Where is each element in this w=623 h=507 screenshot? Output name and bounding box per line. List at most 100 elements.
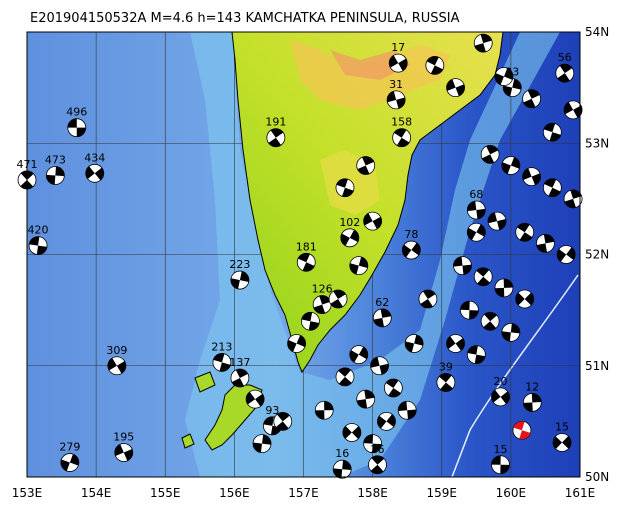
- focal-mechanism: [480, 311, 500, 331]
- focal-mechanism: [494, 278, 514, 298]
- ball-quadrant: [544, 178, 561, 197]
- ball-quadrant: [298, 253, 315, 272]
- ball-quadrant: [107, 358, 126, 374]
- focal-mechanism: [501, 322, 521, 342]
- ball-quadrant: [370, 356, 389, 375]
- depth-label: 12: [525, 380, 539, 393]
- focal-mechanism: [301, 311, 320, 331]
- ball-quadrant: [370, 455, 385, 474]
- focal-mechanism: [386, 90, 406, 110]
- focal-mechanism: [480, 144, 500, 164]
- focal-mechanism: [335, 367, 355, 387]
- ball-quadrant: [446, 336, 465, 351]
- ball-quadrant: [564, 102, 583, 118]
- ball-quadrant: [402, 242, 421, 258]
- focal-mechanism: [312, 295, 332, 314]
- ball-quadrant: [426, 56, 443, 75]
- focal-mechanism: [340, 228, 360, 248]
- ball-quadrant: [501, 323, 520, 342]
- ball-quadrant: [522, 168, 541, 185]
- focal-mechanism: [67, 118, 87, 138]
- focal-mechanism: [245, 389, 265, 409]
- ball-quadrant: [373, 308, 392, 327]
- focal-mechanism: [453, 256, 472, 276]
- ball-quadrant: [387, 91, 406, 109]
- focal-mechanism: [392, 128, 412, 148]
- ball-quadrant: [446, 79, 465, 97]
- focal-mechanism: [45, 166, 65, 185]
- depth-label: 223: [229, 258, 250, 271]
- focal-mechanism: [446, 78, 465, 98]
- y-tick-label: 51N: [585, 359, 609, 373]
- ball-quadrant: [357, 156, 374, 175]
- depth-label: 16: [335, 447, 349, 460]
- focal-mechanism: [466, 345, 486, 365]
- trench: [451, 274, 579, 478]
- ball-quadrant: [363, 213, 382, 230]
- ball-quadrant: [495, 68, 513, 85]
- focal-mechanism: [491, 387, 510, 407]
- depth-label: 137: [229, 356, 250, 369]
- title: E201904150532A M=4.6 h=143 KAMCHATKA PEN…: [30, 11, 460, 26]
- focal-mechanism: [491, 455, 510, 475]
- ball-quadrant: [356, 390, 375, 409]
- focal-mechanism: [356, 389, 376, 409]
- ball-quadrant: [342, 426, 361, 439]
- ball-quadrant: [263, 416, 282, 435]
- ball-quadrant: [363, 434, 382, 453]
- ball-quadrant: [398, 401, 417, 420]
- focal-mechanism: [522, 89, 542, 109]
- depth-label: 78: [404, 228, 418, 241]
- focal-mechanism: [372, 308, 392, 328]
- focal-mechanism: [473, 267, 493, 287]
- ball-quadrant: [67, 118, 86, 137]
- focal-mechanism: [418, 289, 438, 309]
- ball-quadrant: [453, 256, 472, 275]
- ball-quadrant: [513, 421, 531, 440]
- ball-quadrant: [114, 444, 133, 461]
- ball-quadrant: [333, 460, 352, 479]
- depth-label: 56: [558, 51, 572, 64]
- focal-mechanism: [85, 163, 105, 183]
- focal-mechanism: [555, 63, 575, 83]
- ball-quadrant: [213, 353, 231, 372]
- focal-mechanism: [494, 67, 514, 86]
- x-tick-label: 160E: [496, 486, 527, 500]
- focal-mechanism: [273, 411, 293, 431]
- depth-label: 473: [45, 154, 66, 167]
- depth-label: 33: [505, 66, 519, 79]
- focal-mechanism: [377, 411, 396, 431]
- depth-label: 434: [84, 151, 105, 164]
- island: [181, 433, 195, 449]
- focal-mechanism: [556, 245, 576, 264]
- ball-quadrant: [503, 78, 522, 97]
- ball-quadrant: [60, 454, 79, 471]
- peak: [330, 50, 410, 80]
- ball-quadrant: [377, 414, 396, 429]
- ball-quadrant: [301, 312, 320, 331]
- focal-mechanism: [522, 393, 542, 412]
- focal-mechanism: [512, 420, 532, 440]
- focal-mechanism: [436, 373, 456, 392]
- ball-quadrant: [405, 334, 424, 353]
- depth-label: 420: [28, 224, 49, 237]
- focal-mechanism: [401, 240, 421, 260]
- depth-label: 20: [494, 375, 508, 388]
- ball-quadrant: [253, 434, 271, 453]
- y-tick-label: 54N: [585, 25, 609, 39]
- ball-quadrant: [494, 278, 513, 297]
- focal-mechanism: [296, 252, 316, 272]
- depth-label: 15: [555, 421, 569, 434]
- focal-mechanism: [114, 443, 134, 462]
- depth-label: 279: [59, 441, 80, 454]
- ball-quadrant: [517, 223, 533, 242]
- focal-mechanism: [60, 453, 80, 472]
- focal-mechanism: [107, 356, 127, 376]
- focal-mechanism: [356, 156, 376, 175]
- ball-quadrant: [246, 391, 265, 407]
- ball-quadrant: [20, 170, 34, 189]
- ball-quadrant: [336, 178, 354, 197]
- x-tick-label: 157E: [288, 486, 319, 500]
- depth-label: 191: [265, 116, 286, 129]
- ball-quadrant: [349, 256, 368, 275]
